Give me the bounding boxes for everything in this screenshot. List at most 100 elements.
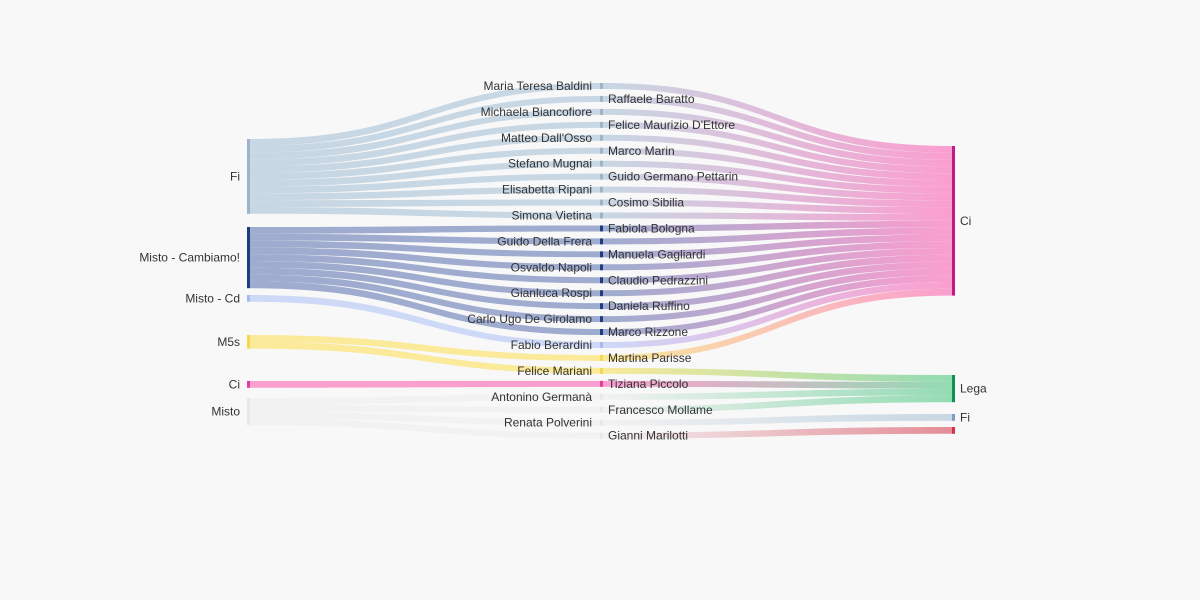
flow-right-felice-mariani[interactable] — [603, 367, 952, 382]
flow-left-elisabetta-ripani[interactable] — [250, 186, 600, 201]
node-person-antonino-germana[interactable] — [600, 393, 603, 400]
flow-right-elisabetta-ripani[interactable] — [603, 186, 952, 208]
flow-right-francesco-mollame[interactable] — [603, 395, 952, 413]
flow-left-claudio-pedrazzini[interactable] — [250, 254, 600, 284]
node-right-r_pd[interactable] — [952, 427, 955, 434]
node-left-mcd[interactable] — [247, 295, 250, 302]
flow-right-fabiola-bologna[interactable] — [603, 220, 952, 232]
flow-right-raffaele-baratto[interactable] — [603, 95, 952, 160]
node-person-martina-parisse[interactable] — [600, 354, 603, 361]
flow-left-raffaele-baratto[interactable] — [250, 95, 600, 153]
flow-left-antonino-germana[interactable] — [250, 393, 600, 405]
node-person-marco-marin[interactable] — [600, 147, 603, 154]
node-person-cosimo-sibilia[interactable] — [600, 199, 603, 206]
flow-right-guido-germano-pettarin[interactable] — [603, 173, 952, 201]
flow-right-renata-polverini[interactable] — [603, 414, 952, 426]
flow-left-daniela-ruffino[interactable] — [250, 267, 600, 310]
node-person-gianluca-rospi[interactable] — [600, 290, 603, 297]
flow-right-marco-marin[interactable] — [603, 147, 952, 187]
node-person-fabio-berardini[interactable] — [600, 342, 603, 348]
node-person-gianni-marilotti[interactable] — [600, 432, 603, 439]
flow-left-cosimo-sibilia[interactable] — [250, 199, 600, 207]
flow-left-felice-maurizio-d-ettore[interactable] — [250, 121, 600, 167]
flow-right-daniela-ruffino[interactable] — [603, 261, 952, 310]
label-person-gianluca-rospi: Gianluca Rospi — [511, 286, 592, 300]
node-person-felice-mariani[interactable] — [600, 367, 603, 374]
flow-left-manuela-gagliardi[interactable] — [250, 240, 600, 258]
node-person-felice-maurizio-d-ettore[interactable] — [600, 121, 603, 128]
flow-right-fabio-berardini[interactable] — [603, 282, 952, 348]
node-person-daniela-ruffino[interactable] — [600, 303, 603, 310]
node-person-matteo-dall-osso[interactable] — [600, 134, 603, 141]
node-person-stefano-mugnai[interactable] — [600, 160, 603, 167]
flow-left-francesco-mollame[interactable] — [250, 404, 600, 413]
node-left-m5s[interactable] — [247, 335, 250, 349]
flow-left-maria-teresa-baldini[interactable] — [250, 83, 600, 146]
flow-right-osvaldo-napoli[interactable] — [603, 241, 952, 271]
node-right-r_ci[interactable] — [952, 146, 955, 296]
node-person-raffaele-baratto[interactable] — [600, 95, 603, 102]
node-left-misto[interactable] — [247, 398, 250, 426]
flow-left-stefano-mugnai[interactable] — [250, 160, 600, 187]
node-person-marco-rizzone[interactable] — [600, 329, 603, 336]
label-left-m5s: M5s — [217, 335, 240, 349]
node-person-francesco-mollame[interactable] — [600, 406, 603, 413]
flow-right-stefano-mugnai[interactable] — [603, 160, 952, 194]
flow-right-claudio-pedrazzini[interactable] — [603, 248, 952, 284]
flow-right-martina-parisse[interactable] — [603, 288, 952, 361]
node-person-michaela-biancofiore[interactable] — [600, 108, 603, 115]
node-person-fabiola-bologna[interactable] — [600, 225, 603, 232]
flow-left-marco-marin[interactable] — [250, 147, 600, 180]
node-person-guido-della-frera[interactable] — [600, 238, 603, 245]
flow-right-gianni-marilotti[interactable] — [603, 427, 952, 439]
node-person-claudio-pedrazzini[interactable] — [600, 277, 603, 284]
flow-right-michaela-biancofiore[interactable] — [603, 108, 952, 167]
label-person-carlo-ugo-de-girolamo: Carlo Ugo De Girolamo — [467, 312, 592, 326]
flow-left-guido-germano-pettarin[interactable] — [250, 173, 600, 194]
node-person-tiziana-piccolo[interactable] — [600, 380, 603, 387]
label-person-osvaldo-napoli: Osvaldo Napoli — [511, 260, 592, 274]
flow-right-simona-vietina[interactable] — [603, 212, 952, 221]
flow-right-carlo-ugo-de-girolamo[interactable] — [603, 268, 952, 323]
flow-right-gianluca-rospi[interactable] — [603, 254, 952, 297]
flow-left-gianluca-rospi[interactable] — [250, 261, 600, 297]
flow-left-felice-mariani[interactable] — [250, 341, 600, 374]
flow-right-antonino-germana[interactable] — [603, 388, 952, 400]
node-person-elisabetta-ripani[interactable] — [600, 186, 603, 193]
node-person-guido-germano-pettarin[interactable] — [600, 173, 603, 180]
node-left-fi[interactable] — [247, 139, 250, 214]
flow-left-carlo-ugo-de-girolamo[interactable] — [250, 274, 600, 323]
node-right-r_fi[interactable] — [952, 414, 955, 421]
node-person-osvaldo-napoli[interactable] — [600, 264, 603, 271]
flow-right-guido-della-frera[interactable] — [603, 227, 952, 245]
label-person-manuela-gagliardi: Manuela Gagliardi — [608, 247, 705, 261]
flow-left-fabio-berardini[interactable] — [250, 295, 600, 348]
node-left-mc[interactable] — [247, 227, 250, 289]
flow-left-renata-polverini[interactable] — [250, 411, 600, 426]
flow-right-marco-rizzone[interactable] — [603, 275, 952, 336]
node-person-renata-polverini[interactable] — [600, 419, 603, 426]
flow-left-simona-vietina[interactable] — [250, 207, 600, 219]
flow-left-matteo-dall-osso[interactable] — [250, 134, 600, 173]
flow-left-tiziana-piccolo[interactable] — [250, 380, 600, 388]
flow-left-guido-della-frera[interactable] — [250, 233, 600, 245]
node-person-maria-teresa-baldini[interactable] — [600, 83, 603, 89]
flow-left-fabiola-bologna[interactable] — [250, 225, 600, 234]
node-left-ci[interactable] — [247, 381, 250, 388]
flow-left-michaela-biancofiore[interactable] — [250, 108, 600, 160]
node-right-r_lega[interactable] — [952, 375, 955, 403]
flow-left-gianni-marilotti[interactable] — [250, 418, 600, 439]
flow-left-osvaldo-napoli[interactable] — [250, 247, 600, 271]
node-person-manuela-gagliardi[interactable] — [600, 251, 603, 258]
label-person-maria-teresa-baldini: Maria Teresa Baldini — [484, 79, 593, 93]
node-person-carlo-ugo-de-girolamo[interactable] — [600, 316, 603, 323]
flow-right-manuela-gagliardi[interactable] — [603, 234, 952, 258]
node-person-simona-vietina[interactable] — [600, 212, 603, 219]
flow-right-cosimo-sibilia[interactable] — [603, 199, 952, 214]
flow-right-maria-teresa-baldini[interactable] — [603, 83, 952, 153]
flow-left-marco-rizzone[interactable] — [250, 281, 600, 336]
flow-right-matteo-dall-osso[interactable] — [603, 134, 952, 180]
flow-left-martina-parisse[interactable] — [250, 335, 600, 361]
flow-right-tiziana-piccolo[interactable] — [603, 380, 952, 389]
flow-right-felice-maurizio-d-ettore[interactable] — [603, 121, 952, 174]
